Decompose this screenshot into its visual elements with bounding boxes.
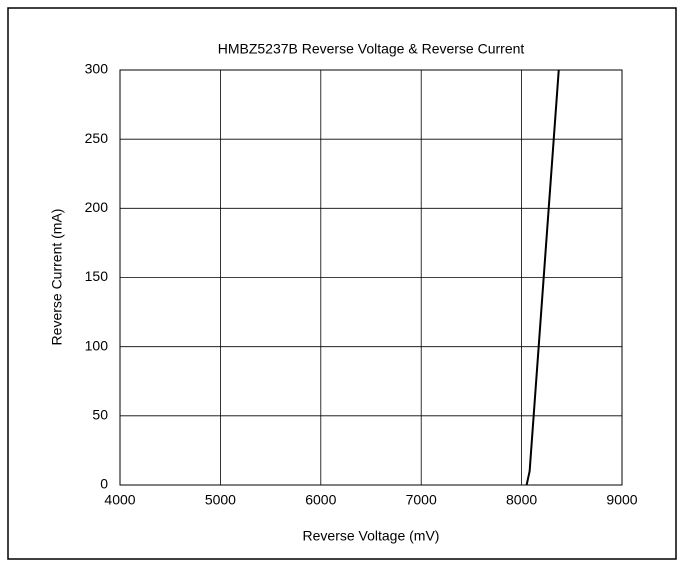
y-tick-label: 50: [92, 407, 108, 423]
x-tick-label: 8000: [506, 492, 537, 508]
y-tick-label: 300: [85, 61, 109, 77]
x-tick-label: 9000: [606, 492, 637, 508]
frame: [7, 7, 677, 560]
x-tick-label: 4000: [104, 492, 135, 508]
x-axis-label: Reverse Voltage (mV): [303, 528, 440, 544]
y-tick-label: 250: [85, 130, 109, 146]
x-tick-label: 7000: [406, 492, 437, 508]
y-tick-label: 200: [85, 199, 109, 215]
y-tick-label: 100: [85, 337, 109, 353]
y-tick-label: 0: [100, 476, 108, 492]
data-line: [525, 70, 560, 485]
x-tick-label: 6000: [305, 492, 336, 508]
chart-title: HMBZ5237B Reverse Voltage & Reverse Curr…: [218, 41, 525, 57]
plot-border: [119, 69, 623, 486]
y-tick-label: 150: [85, 268, 109, 284]
y-axis-label: Reverse Current (mA): [49, 209, 65, 346]
x-tick-label: 5000: [205, 492, 236, 508]
